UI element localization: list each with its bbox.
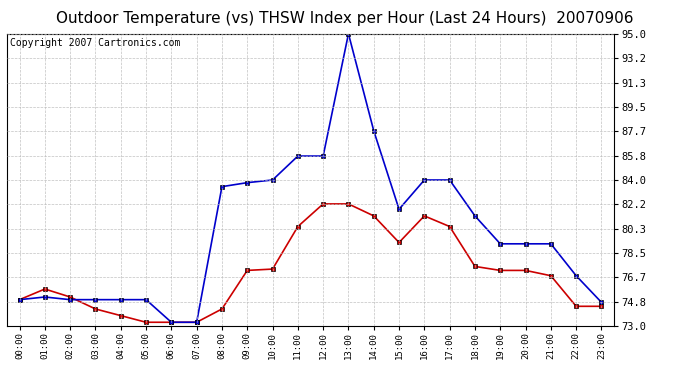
Text: Copyright 2007 Cartronics.com: Copyright 2007 Cartronics.com xyxy=(10,38,180,48)
Text: Outdoor Temperature (vs) THSW Index per Hour (Last 24 Hours)  20070906: Outdoor Temperature (vs) THSW Index per … xyxy=(57,11,633,26)
